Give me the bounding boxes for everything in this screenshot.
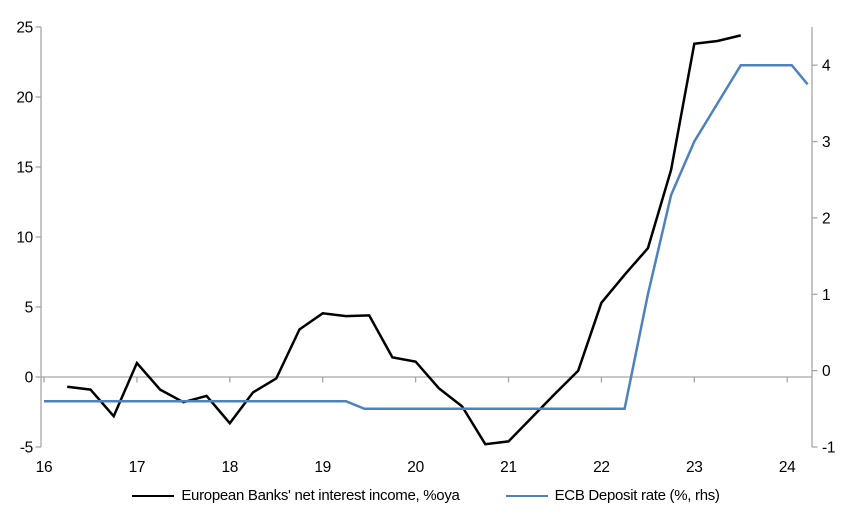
chart-legend: European Banks' net interest income, %oy… [0,487,852,504]
x-axis-tick-label: 24 [779,459,796,476]
left-axis-tick-label: 25 [16,20,33,37]
left-axis-tick-label: 0 [25,370,34,387]
left-axis-tick-label: 20 [16,90,33,107]
x-axis-tick-label: 17 [129,459,146,476]
left-axis-tick-label: 15 [16,160,33,177]
right-axis-tick-label: 4 [822,58,831,75]
right-axis-tick-label: 2 [822,210,830,227]
left-axis-tick-label: 10 [16,230,33,247]
series-line-net-interest-income [67,34,742,446]
right-axis-tick-label: 1 [822,287,830,304]
left-axis-tick-label: 5 [25,300,33,317]
x-axis-tick-label: 20 [407,459,424,476]
legend-swatch-blue-line [505,494,548,497]
x-axis-tick-label: 21 [500,459,517,476]
right-axis-tick-label: -1 [822,440,835,457]
legend-label-ecb: ECB Deposit rate (%, rhs) [554,487,720,504]
series-line-ecb-deposit-rate [44,63,809,411]
x-axis-tick-label: 18 [221,459,238,476]
x-axis-tick-label: 16 [36,459,53,476]
x-axis-tick-label: 23 [686,459,703,476]
left-axis-tick-label: -5 [20,440,33,457]
right-axis-tick-label: 0 [822,363,831,380]
legend-item-nii: European Banks' net interest income, %oy… [132,487,460,504]
legend-item-ecb: ECB Deposit rate (%, rhs) [505,487,720,504]
legend-swatch-black-line [132,494,175,497]
x-axis-tick-label: 22 [593,459,610,476]
legend-label-nii: European Banks' net interest income, %oy… [181,487,460,504]
x-axis-tick-label: 19 [314,459,331,476]
right-axis-tick-label: 3 [822,134,830,151]
